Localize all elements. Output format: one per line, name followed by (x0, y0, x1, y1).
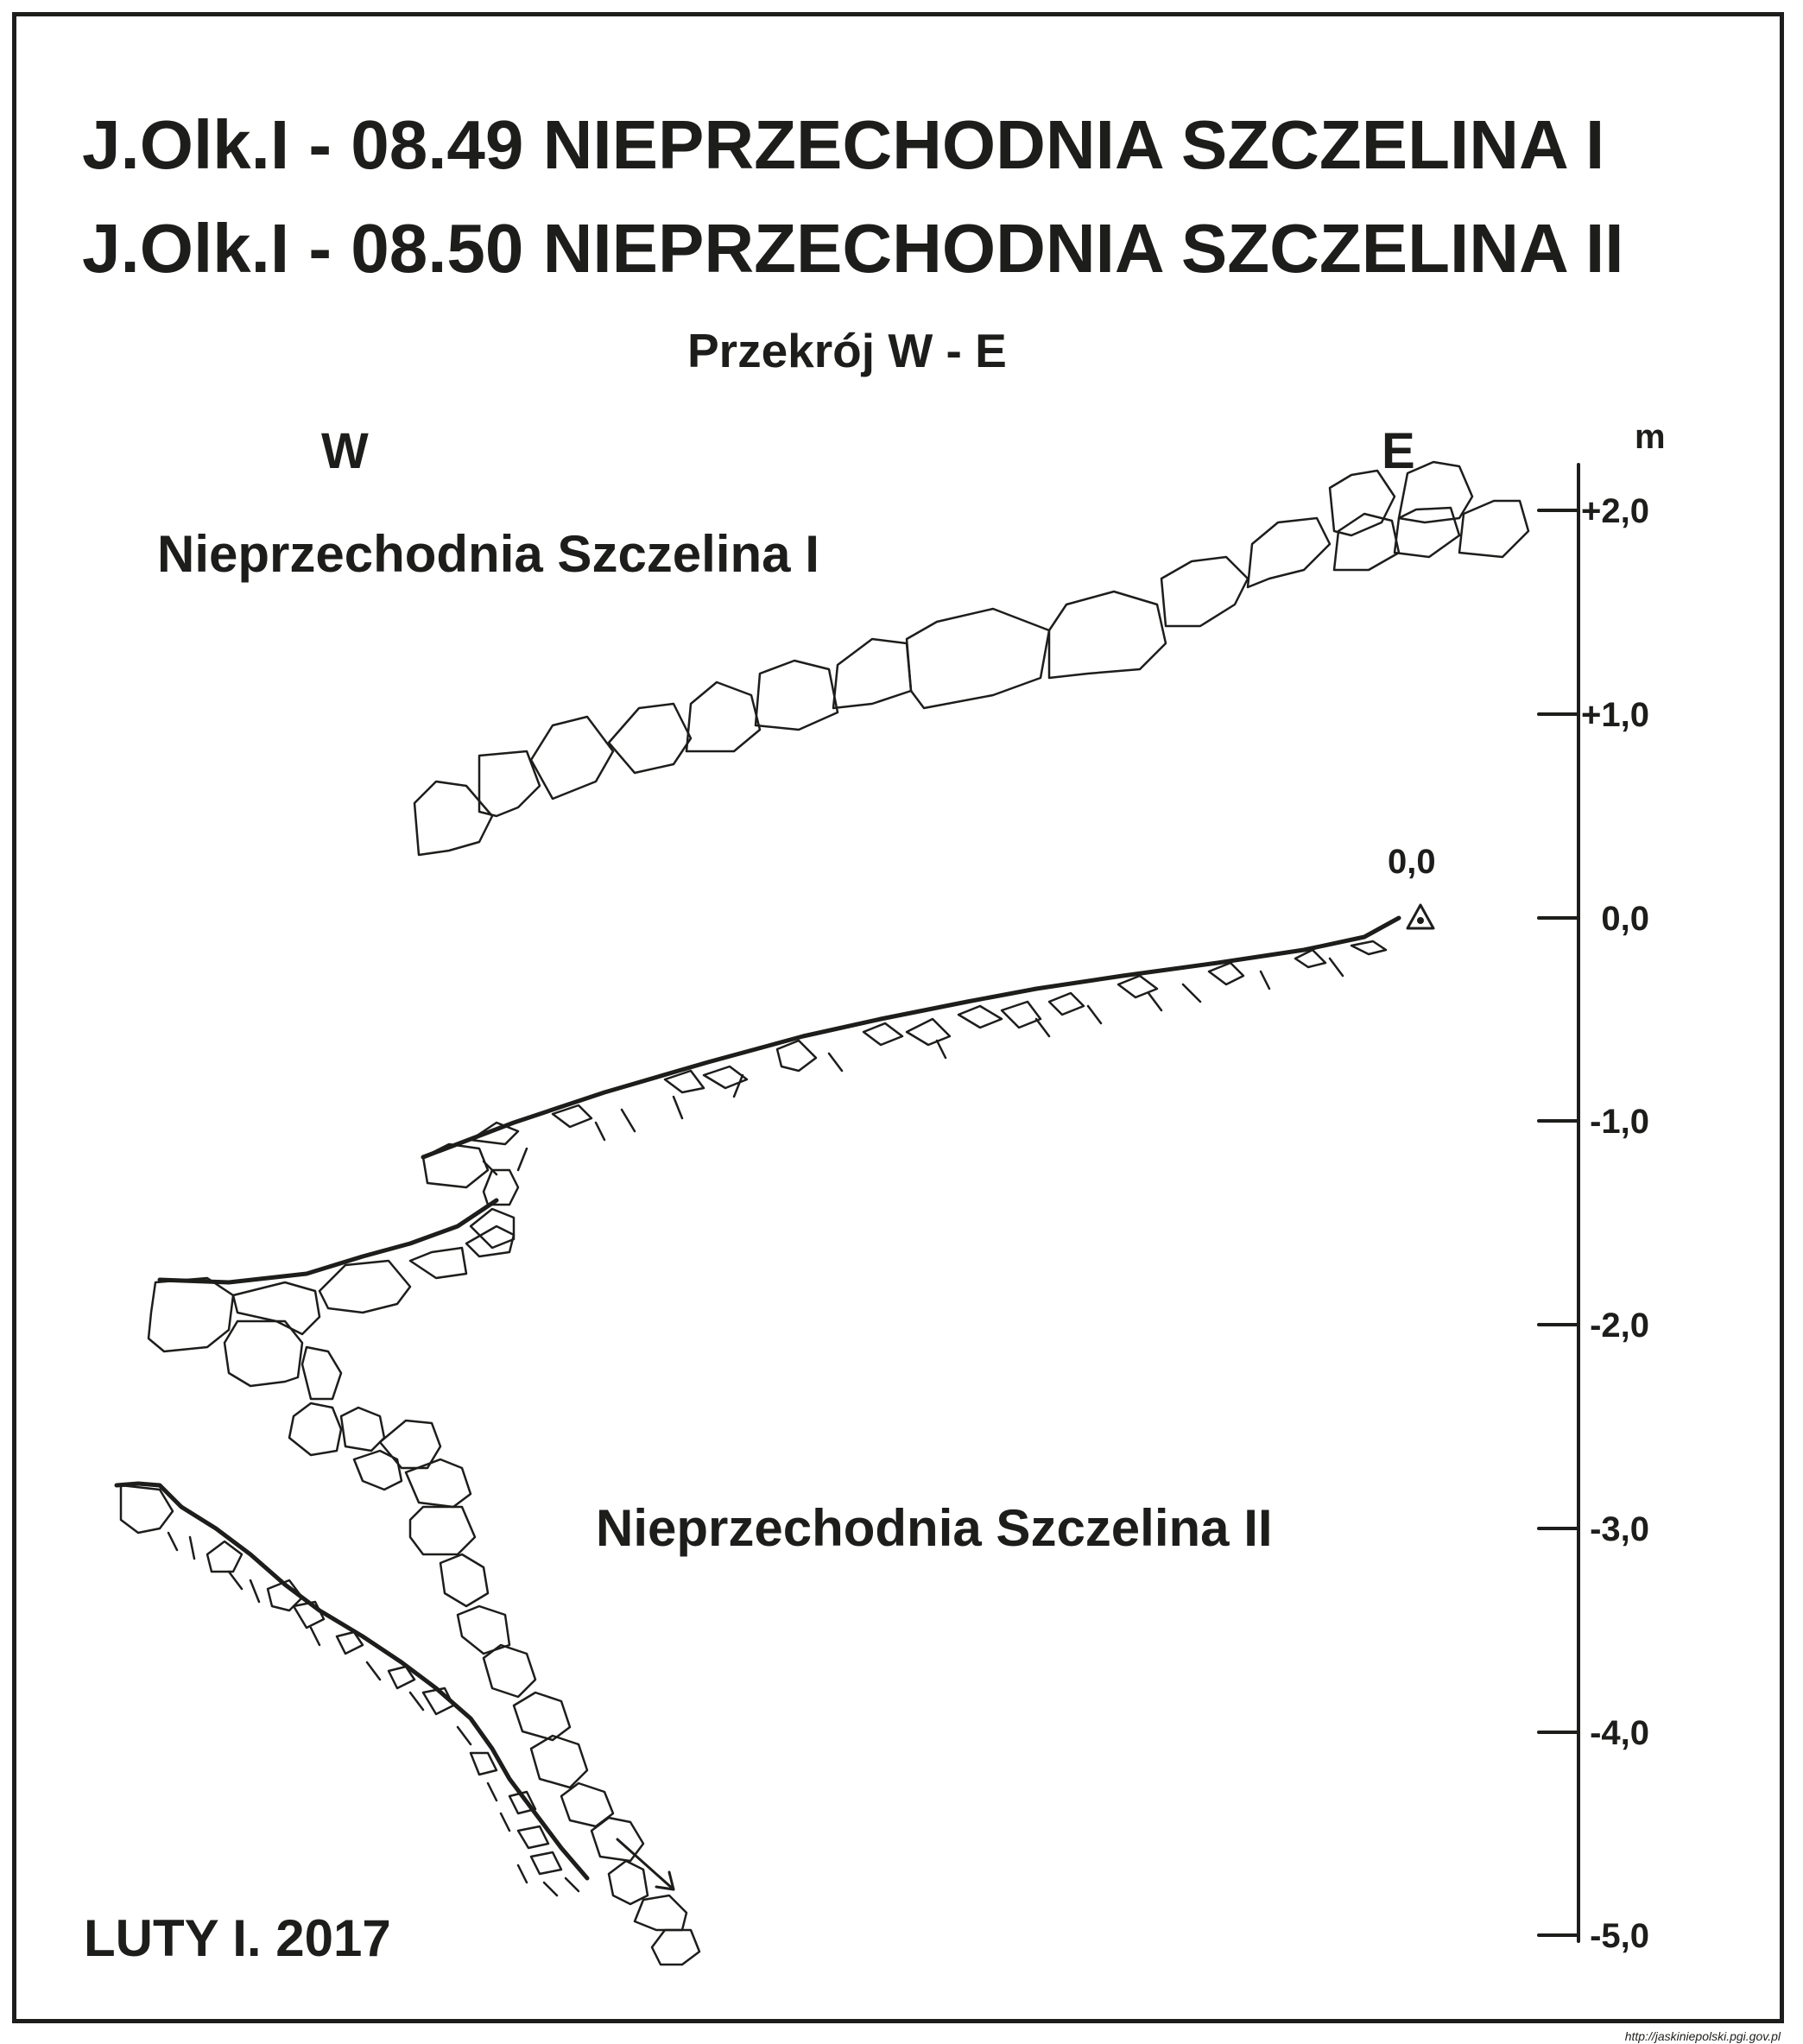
source-credit: http://jaskiniepolski.pgi.gov.pl (1624, 2029, 1781, 2043)
drawing-frame (12, 12, 1784, 2023)
cave-2-roof-profile (157, 1198, 499, 1285)
east-label: E (1382, 423, 1415, 479)
cave-1-floor-profile (421, 915, 1401, 1160)
cave-1-floor-debris (469, 940, 1388, 1176)
scale-unit: m (1635, 418, 1666, 456)
vertical-scale (1537, 463, 1580, 1943)
scale-tick-label: -1,0 (1590, 1103, 1649, 1141)
west-label: W (321, 423, 369, 479)
cave-2-lower-debris (119, 1484, 580, 1897)
cave-1-label: Nieprzechodnia Szczelina I (157, 525, 819, 583)
cave-1-rock-blocks (413, 460, 1530, 857)
datum-point-icon (1406, 903, 1435, 930)
scale-tick-label: +2,0 (1581, 492, 1649, 530)
survey-date: LUTY I. 2017 (84, 1909, 391, 1967)
section-subtitle: Przekrój W - E (687, 324, 1007, 377)
datum-label: 0,0 (1388, 843, 1436, 881)
cave-2-rock-blocks (147, 1225, 701, 1966)
cave-2-label: Nieprzechodnia Szczelina II (596, 1499, 1273, 1557)
scale-tick-label: +1,0 (1581, 696, 1649, 734)
scale-tick-label: -3,0 (1590, 1510, 1649, 1548)
title-line-2: J.Olk.I - 08.50 NIEPRZECHODNIA SZCZELINA… (82, 210, 1624, 287)
cave-2-lower-passage (114, 1481, 590, 1881)
title-line-1: J.Olk.I - 08.49 NIEPRZECHODNIA SZCZELINA… (82, 106, 1605, 183)
continuation-arrow (616, 1838, 675, 1891)
scale-tick-label: -4,0 (1590, 1714, 1649, 1752)
scale-tick-label: 0,0 (1601, 900, 1649, 938)
scale-tick-label: -5,0 (1590, 1917, 1649, 1955)
scale-tick-label: -2,0 (1590, 1307, 1649, 1345)
